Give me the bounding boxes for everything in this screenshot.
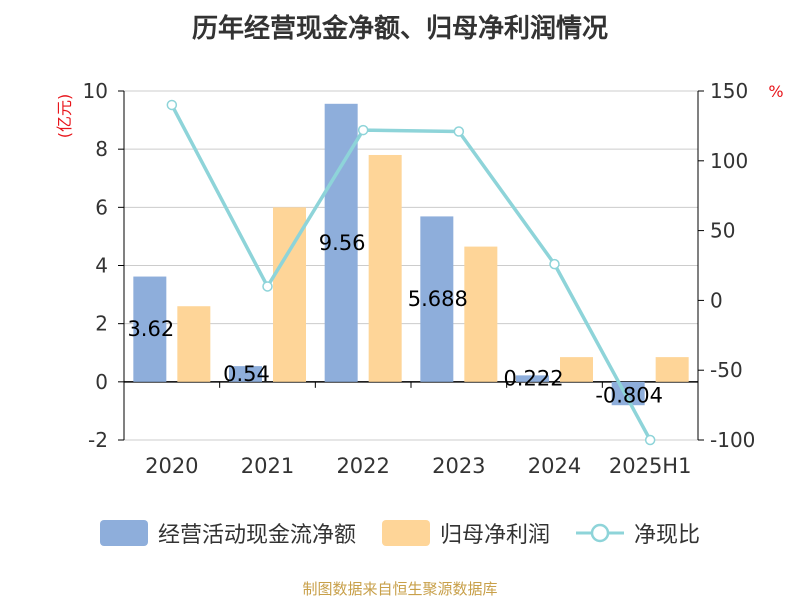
y-right-tick-label: 150 — [710, 79, 748, 103]
x-tick-label: 2022 — [336, 454, 389, 478]
y-left-tick-label: 2 — [95, 312, 108, 336]
y-right-tick-label: -100 — [710, 428, 755, 452]
bar-cashflow — [229, 366, 262, 382]
y-left-tick-label: -2 — [88, 428, 108, 452]
legend-item-ratio[interactable]: 净现比 — [576, 517, 700, 549]
x-tick-label: 2024 — [528, 454, 581, 478]
y-right-axis-title: % — [768, 82, 783, 101]
chart-title: 历年经营现金净额、归母净利润情况 — [191, 14, 608, 44]
y-left-tick-label: 0 — [95, 370, 108, 394]
ratio-point — [262, 281, 273, 292]
y-right-tick-label: -50 — [710, 358, 743, 382]
x-tick-label: 2021 — [241, 454, 294, 478]
y-right-tick-label: 100 — [710, 149, 748, 173]
legend-swatch-ratio — [576, 523, 624, 543]
legend-label-cashflow: 经营活动现金流净额 — [157, 523, 356, 548]
ratio-point — [453, 126, 465, 137]
data-label-cashflow: -0.804 — [595, 384, 663, 408]
bar-net-profit — [464, 246, 498, 382]
ratio-point — [357, 124, 369, 136]
y-right-tick-label: 50 — [710, 219, 735, 243]
ratio-point — [644, 434, 656, 446]
x-tick-label: 2023 — [432, 454, 485, 478]
data-label-cashflow: 3.62 — [127, 317, 174, 341]
bar-cashflow — [516, 375, 549, 382]
bar-cashflow — [133, 276, 167, 382]
y-left-tick-label: 6 — [95, 195, 108, 219]
data-label-cashflow: 9.56 — [319, 231, 366, 255]
legend-label-net-profit: 归母净利润 — [439, 523, 550, 548]
ratio-point — [166, 99, 178, 111]
bar-net-profit — [368, 154, 402, 382]
bar-net-profit — [560, 357, 593, 382]
x-tick-label: 2025H1 — [609, 454, 692, 478]
ratio-point — [549, 258, 560, 270]
source-note: 制图数据来自恒生聚源数据库 — [302, 580, 498, 598]
bar-net-profit — [177, 306, 211, 382]
legend: 经营活动现金流净额 归母净利润 净现比 — [0, 517, 800, 549]
data-label-cashflow: 5.688 — [408, 287, 468, 311]
bar-cashflow — [420, 216, 454, 382]
x-tick-label: 2020 — [145, 454, 198, 478]
legend-swatch-cashflow — [99, 520, 148, 546]
y-right-tick-label: 0 — [710, 288, 723, 312]
y-left-axis-title: (亿元) — [55, 94, 74, 139]
legend-label-ratio: 净现比 — [634, 523, 701, 548]
bar-net-profit — [655, 357, 689, 382]
bar-net-profit — [273, 207, 306, 382]
y-left-tick-label: 10 — [83, 79, 108, 103]
data-label-cashflow: 0.222 — [503, 367, 563, 391]
legend-item-cashflow[interactable]: 经营活动现金流净额 — [99, 517, 356, 549]
y-left-tick-label: 4 — [95, 254, 108, 278]
legend-item-net-profit[interactable]: 归母净利润 — [381, 517, 550, 549]
y-left-tick-label: 8 — [95, 137, 108, 161]
ratio-line — [170, 104, 652, 441]
data-label-cashflow: 0.54 — [223, 362, 270, 386]
legend-swatch-net-profit — [381, 520, 430, 546]
